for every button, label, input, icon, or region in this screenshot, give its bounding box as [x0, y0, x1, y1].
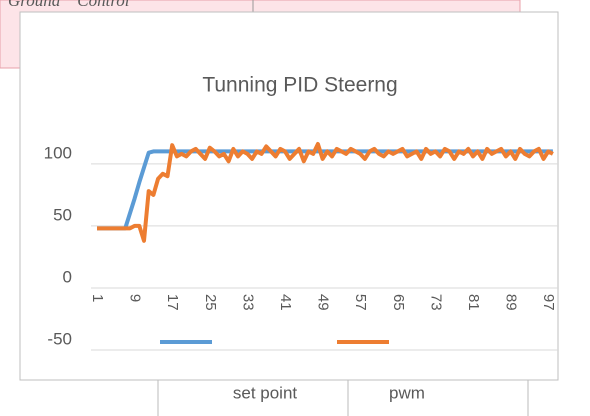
y-tick-label: 100	[44, 143, 72, 162]
x-tick-label: 57	[352, 294, 369, 311]
x-tick-label: 41	[277, 294, 294, 311]
y-tick-label: 50	[53, 205, 72, 224]
chart-area	[19, 11, 559, 381]
line-series	[97, 142, 554, 243]
y-tick-label: -50	[47, 329, 72, 348]
y-tick-label: 0	[63, 267, 72, 286]
x-tick-label: 25	[202, 294, 219, 311]
x-tick-label: 65	[390, 294, 407, 311]
x-tick-label: 73	[427, 294, 444, 311]
legend-label: set point	[233, 383, 298, 402]
x-tick-label: 33	[239, 294, 256, 311]
x-tick-label: 17	[164, 294, 181, 311]
x-tick-label: 97	[540, 294, 557, 311]
legend-label: pwm	[389, 383, 425, 402]
chart-title: Tunning PID Steerng	[202, 74, 397, 97]
x-tick-label: 49	[315, 294, 332, 311]
x-tick-label: 9	[127, 294, 144, 302]
x-tick-label: 81	[465, 294, 482, 311]
x-tick-label: 1	[89, 294, 106, 302]
background-text: Ground Control	[8, 0, 130, 10]
x-tick-label: 89	[503, 294, 520, 311]
